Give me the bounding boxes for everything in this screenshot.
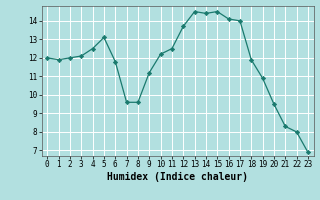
X-axis label: Humidex (Indice chaleur): Humidex (Indice chaleur)	[107, 172, 248, 182]
